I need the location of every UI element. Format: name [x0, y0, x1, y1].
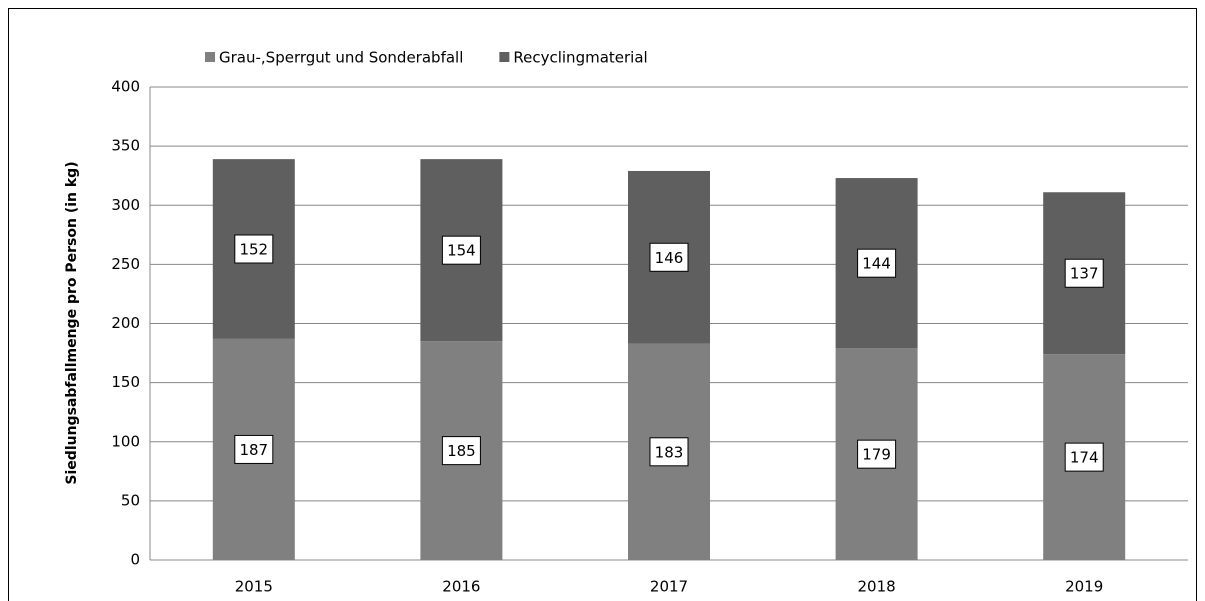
- x-tick-label: 2017: [650, 578, 688, 596]
- legend-swatch: [205, 52, 215, 62]
- data-label: 179: [862, 446, 891, 464]
- y-tick-label: 300: [111, 196, 140, 214]
- y-tick-label: 250: [111, 255, 140, 273]
- y-tick-label: 400: [111, 78, 140, 96]
- data-label: 152: [239, 241, 268, 259]
- chart-frame: [8, 8, 1197, 601]
- x-tick-label: 2016: [442, 578, 480, 596]
- y-tick-label: 350: [111, 137, 140, 155]
- y-tick-label: 150: [111, 373, 140, 391]
- data-label-box: [234, 434, 274, 464]
- data-label-box: [857, 248, 897, 278]
- data-label-box: [1064, 442, 1104, 472]
- legend-label: Grau-,Sperrgut und Sonderabfall: [219, 49, 463, 67]
- x-tick-label: 2018: [858, 578, 896, 596]
- data-label-box: [441, 436, 481, 466]
- data-label: 144: [862, 255, 891, 273]
- data-label: 174: [1070, 449, 1099, 467]
- data-label: 146: [655, 249, 684, 267]
- y-tick-label: 200: [111, 314, 140, 332]
- data-label-box: [649, 242, 689, 272]
- y-tick-label: 50: [121, 491, 140, 509]
- x-tick-label: 2019: [1065, 578, 1103, 596]
- y-axis-label: Siedlungsabfallmenge pro Person (in kg): [64, 161, 80, 484]
- y-tick-label: 100: [111, 432, 140, 450]
- data-label-box: [649, 437, 689, 467]
- data-label: 187: [239, 441, 268, 459]
- data-label: 137: [1070, 265, 1099, 283]
- y-tick-label: 0: [130, 551, 140, 569]
- legend-label: Recyclingmaterial: [513, 49, 647, 67]
- data-label-box: [1064, 258, 1104, 288]
- legend-swatch: [499, 52, 510, 62]
- data-label-box: [234, 234, 274, 264]
- data-label-box: [441, 235, 481, 265]
- data-label-box: [857, 439, 897, 469]
- x-tick-label: 2015: [235, 578, 273, 596]
- data-label: 185: [447, 442, 476, 460]
- data-label: 154: [447, 242, 476, 260]
- data-label: 183: [655, 443, 684, 461]
